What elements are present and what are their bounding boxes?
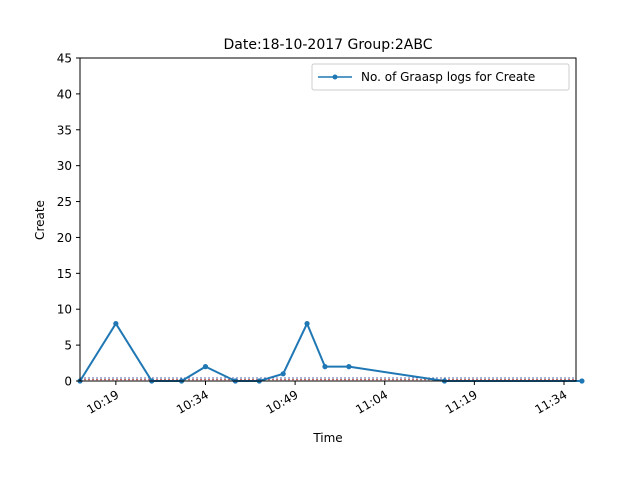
legend-marker xyxy=(332,74,338,80)
legend-box xyxy=(311,63,570,91)
y-tick-label: 35 xyxy=(57,123,72,137)
y-tick-label: 30 xyxy=(57,159,72,173)
data-point xyxy=(346,364,352,370)
legend-entry-label: No. of Graasp logs for Create xyxy=(361,70,535,84)
y-tick-label: 15 xyxy=(57,267,72,281)
axes-frame xyxy=(79,57,577,382)
data-point xyxy=(280,371,286,377)
y-tick-label: 10 xyxy=(57,303,72,317)
data-point xyxy=(304,320,310,327)
y-tick-label: 5 xyxy=(64,339,72,353)
reference-lines xyxy=(80,377,576,381)
x-axis-label: Time xyxy=(312,431,342,445)
legend: No. of Graasp logs for Create xyxy=(311,63,570,91)
data-point xyxy=(202,364,209,370)
y-tick-label: 45 xyxy=(57,52,72,66)
y-axis: 0 5 10 15 20 25 30 35 40 45 xyxy=(57,52,80,389)
data-point xyxy=(322,364,328,370)
data-point xyxy=(113,320,119,327)
y-tick-label: 0 xyxy=(64,375,72,389)
chart-title: Date:18-10-2017 Group:2ABC xyxy=(224,37,433,53)
data-point xyxy=(579,378,585,384)
y-tick-label: 40 xyxy=(57,87,72,101)
y-tick-label: 25 xyxy=(57,195,72,209)
y-axis-label: Create xyxy=(33,200,47,240)
y-tick-label: 20 xyxy=(57,231,72,245)
